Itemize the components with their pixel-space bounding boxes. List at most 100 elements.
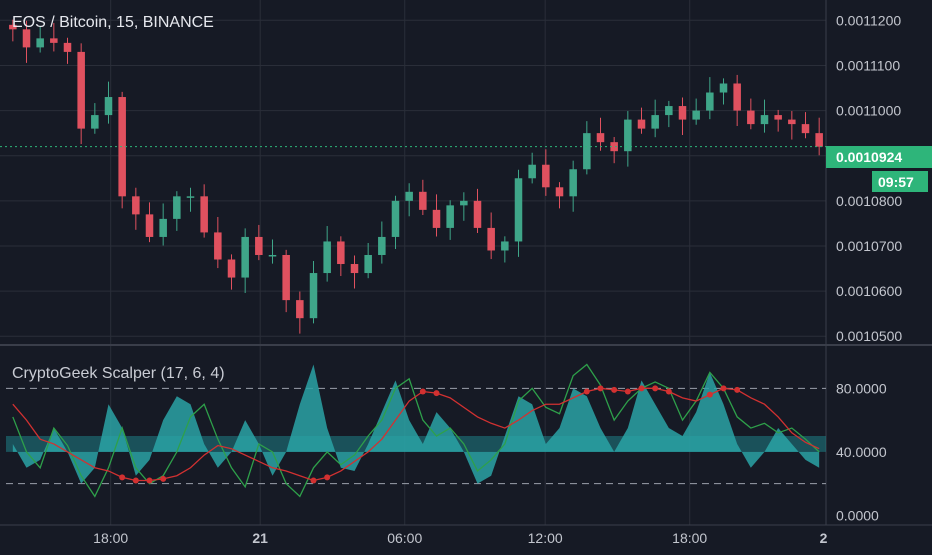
candle-body — [9, 24, 17, 30]
oscillator-signal-marker — [160, 475, 167, 482]
candle-body — [91, 115, 99, 129]
time-tick-label: 21 — [252, 530, 268, 546]
price-tick-label: 0.0011000 — [836, 103, 901, 119]
candle-body — [678, 106, 687, 120]
oscillator-signal-marker — [119, 474, 126, 481]
candle-body — [501, 241, 509, 251]
countdown-label: 09:57 — [878, 174, 914, 190]
candle-body — [788, 119, 796, 125]
candle-body — [569, 169, 577, 197]
candle-body — [719, 83, 728, 93]
time-tick-label: 18:00 — [93, 530, 128, 546]
candle-body — [542, 164, 550, 188]
time-tick-label: 18:00 — [672, 530, 707, 546]
oscillator-signal-marker — [624, 388, 631, 395]
candle-body — [665, 106, 673, 116]
oscillator-signal-marker — [433, 390, 440, 397]
candle-body — [22, 29, 31, 48]
oscillator-signal-marker — [734, 386, 741, 393]
candles-layer — [0, 19, 826, 334]
oscillator-signal-marker — [665, 388, 672, 395]
candle-body — [104, 97, 113, 116]
oscillator-layer — [6, 363, 826, 498]
candle-body — [36, 38, 44, 48]
candle-body — [760, 115, 769, 125]
candle-body — [555, 187, 564, 197]
current-price-badge — [826, 146, 932, 168]
oscillator-signal-marker — [652, 385, 659, 392]
grid-layer — [0, 0, 932, 526]
candle-body — [815, 133, 823, 147]
oscillator-signal-marker — [324, 474, 331, 481]
candle-body — [419, 191, 427, 210]
oscillator-signal-marker — [611, 386, 618, 393]
oscillator-tick-label: 40.0000 — [836, 444, 887, 460]
time-tick-label: 12:00 — [528, 530, 563, 546]
candle-body — [132, 196, 140, 215]
candle-body — [77, 51, 85, 129]
candle-body — [241, 236, 249, 278]
candle-body — [446, 205, 454, 228]
time-tick-label: 06:00 — [387, 530, 422, 546]
candle-body — [692, 110, 700, 120]
candle-body — [63, 42, 72, 52]
oscillator-signal-marker — [638, 385, 645, 392]
candle-body — [282, 254, 290, 301]
candle-body — [200, 196, 208, 233]
price-tick-label: 0.0011100 — [836, 57, 900, 73]
candle-body — [350, 264, 359, 274]
candle-body — [706, 92, 714, 111]
main-chart-title: EOS / Bitcoin, 15, BINANCE — [12, 14, 214, 31]
candle-body — [583, 133, 591, 170]
oscillator-signal-marker — [310, 477, 317, 484]
oscillator-signal-marker — [146, 477, 153, 484]
candle-body — [337, 241, 345, 265]
price-tick-label: 0.0010800 — [836, 193, 902, 209]
oscillator-title: CryptoGeek Scalper (17, 6, 4) — [12, 365, 225, 382]
candle-body — [391, 200, 400, 237]
candle-body — [214, 232, 222, 260]
price-tick-label: 0.0010600 — [836, 283, 902, 299]
candle-body — [774, 115, 782, 120]
oscillator-tick-label: 80.0000 — [836, 380, 887, 396]
oscillator-signal-marker — [419, 388, 426, 395]
candle-body — [733, 83, 741, 111]
oscillator-tick-label: 0.0000 — [836, 507, 879, 523]
candle-body — [405, 191, 413, 201]
axes-layer: 0.00112000.00111000.00110000.00109000.00… — [93, 12, 902, 546]
candle-body — [460, 200, 468, 206]
candle-body — [637, 119, 646, 129]
candle-body — [118, 97, 126, 197]
candle-body — [186, 196, 195, 198]
candle-body — [296, 300, 304, 319]
oscillator-signal-marker — [583, 388, 590, 395]
countdown-badge — [872, 171, 928, 192]
candle-body — [227, 259, 236, 278]
candle-body — [596, 133, 605, 143]
candle-body — [268, 254, 277, 257]
oscillator-signal-marker — [720, 385, 727, 392]
candle-body — [255, 236, 263, 255]
candle-body — [309, 273, 318, 319]
current-price-label: 0.0010924 — [836, 149, 902, 165]
candle-body — [487, 227, 495, 251]
candle-body — [747, 110, 755, 125]
candle-body — [323, 241, 331, 274]
candle-body — [378, 236, 386, 255]
candle-body — [159, 218, 167, 237]
oscillator-signal-marker — [706, 391, 713, 398]
candle-body — [528, 164, 536, 179]
candle-body — [145, 214, 154, 237]
candle-body — [801, 124, 810, 134]
candle-body — [173, 196, 181, 219]
candle-body — [514, 178, 523, 242]
oscillator-signal-marker — [132, 477, 139, 484]
candle-body — [651, 115, 659, 129]
candle-body — [50, 38, 58, 43]
candle-body — [610, 142, 618, 152]
price-tick-label: 0.0010700 — [836, 238, 902, 254]
candle-body — [473, 200, 482, 228]
candle-body — [364, 254, 372, 274]
